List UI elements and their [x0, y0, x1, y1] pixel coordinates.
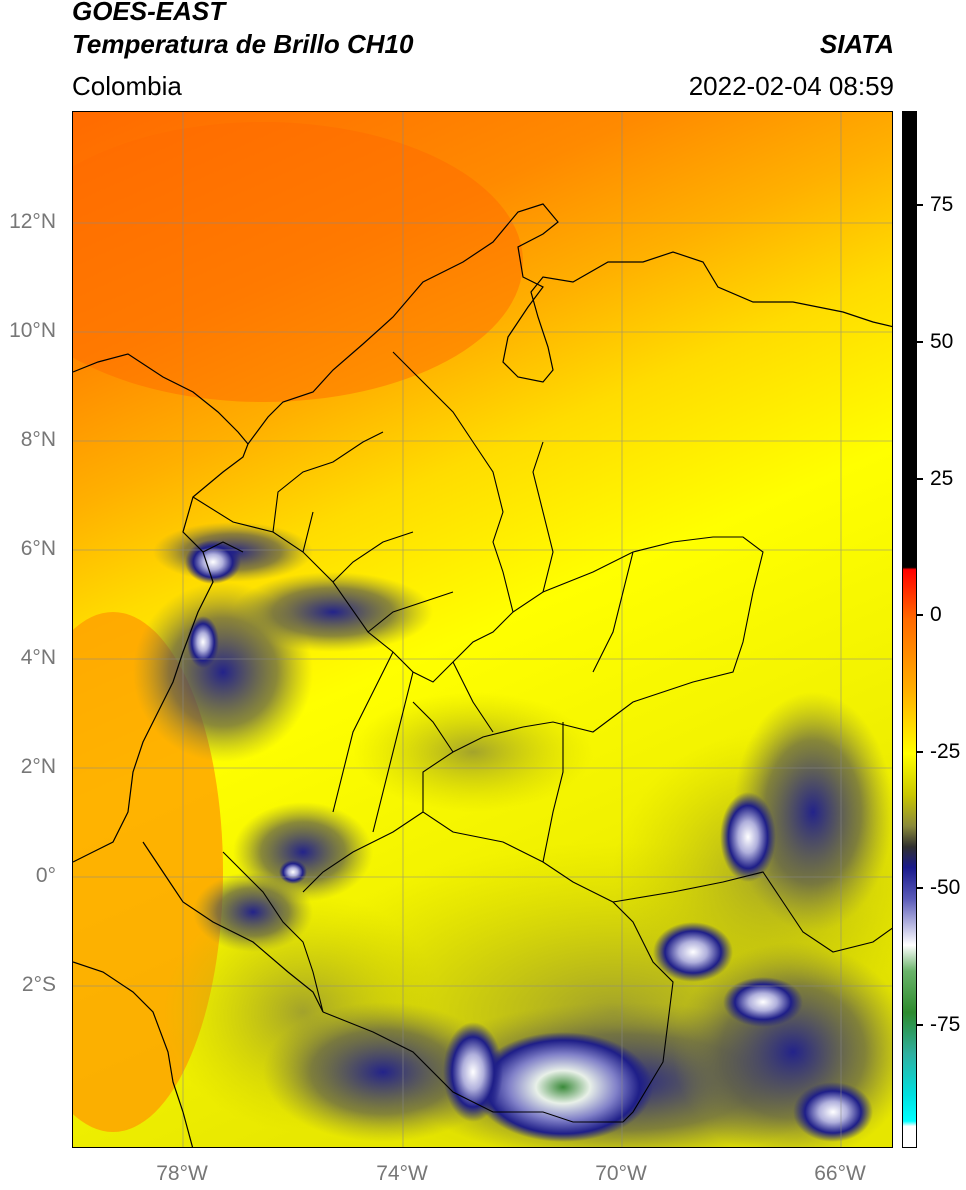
satellite-map[interactable] [72, 111, 893, 1148]
lon-label-74w: 74°W [376, 1162, 428, 1185]
lat-label-2s: 2°S [21, 973, 56, 996]
colorbar-tick [917, 751, 923, 753]
lon-label-70w: 70°W [595, 1162, 647, 1185]
borders [192, 351, 892, 1123]
title-satellite: GOES-EAST [72, 0, 226, 26]
lon-label-66w: 66°W [814, 1162, 866, 1185]
lat-label-10n: 10°N [9, 319, 56, 342]
graticule [73, 112, 892, 1147]
lat-label-0: 0° [35, 864, 56, 887]
region-label: Colombia [72, 71, 182, 101]
coastlines [73, 203, 892, 1147]
colorbar-label-50: 50 [930, 330, 954, 353]
timestamp-label: 2022-02-04 08:59 [688, 71, 894, 101]
colorbar-tick [917, 887, 923, 889]
colorbar-tick [917, 341, 923, 343]
lat-label-6n: 6°N [20, 537, 56, 560]
lat-label-2n: 2°N [20, 755, 56, 778]
lat-label-4n: 4°N [20, 646, 56, 669]
colorbar-tick [917, 478, 923, 480]
colorbar [902, 111, 917, 1148]
colorbar-label-neg50: -50 [930, 876, 961, 899]
colorbar-label-25: 25 [930, 467, 954, 490]
colorbar-label-neg75: -75 [930, 1013, 961, 1036]
brand-label: SIATA [819, 29, 894, 59]
title-product: Temperatura de Brillo CH10 [72, 29, 414, 59]
colorbar-label-0: 0 [930, 603, 942, 626]
lon-label-78w: 78°W [156, 1162, 208, 1185]
colorbar-tick [917, 204, 923, 206]
colorbar-label-75: 75 [930, 193, 954, 216]
map-canvas [73, 112, 892, 1147]
colorbar-label-neg25: -25 [930, 740, 961, 763]
colorbar-tick [917, 1024, 923, 1026]
lat-label-12n: 12°N [9, 210, 56, 233]
lat-label-8n: 8°N [20, 428, 56, 451]
colorbar-tick [917, 614, 923, 616]
